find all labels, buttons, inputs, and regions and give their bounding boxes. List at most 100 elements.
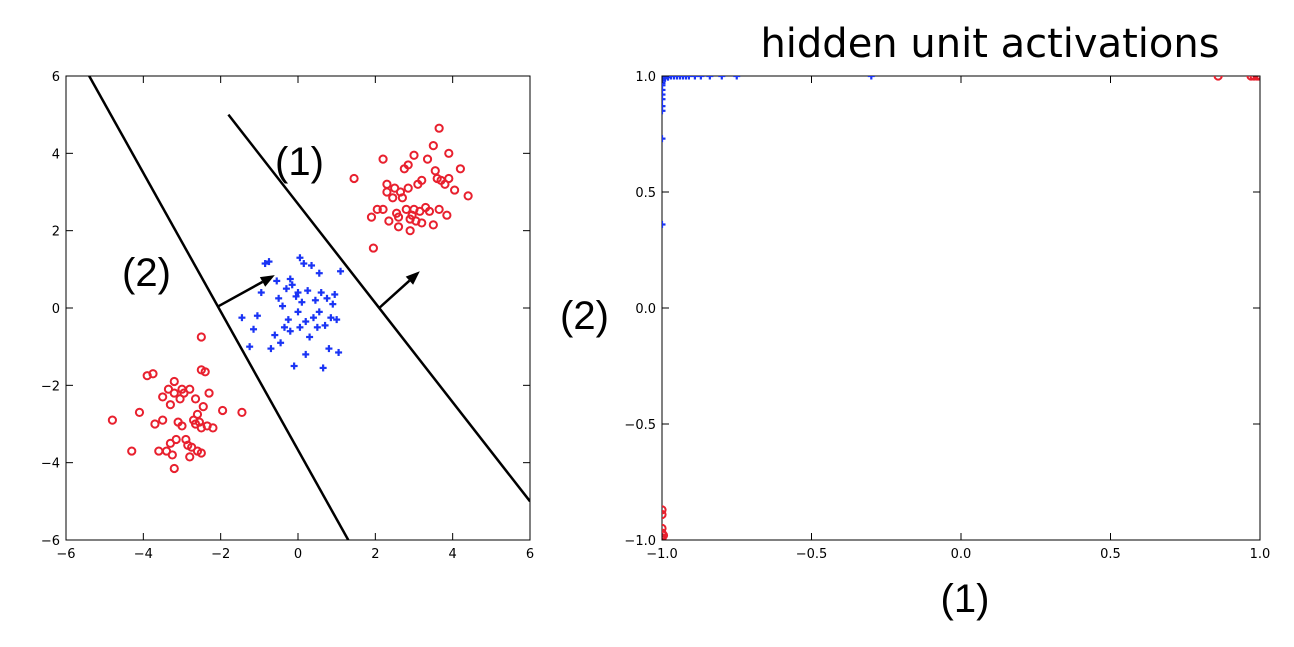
left-red-circle-point [388, 193, 398, 203]
left-blue-plus-point [284, 316, 292, 324]
right-x-axis-label: (1) [941, 577, 990, 621]
right-x-tick-label: −1.0 [646, 547, 678, 562]
left-red-circle-point [403, 183, 413, 193]
left-blue-plus-point [286, 275, 294, 283]
left-blue-plus-point [273, 277, 281, 285]
right-blue-plus-point [670, 76, 678, 80]
left-blue-plus-point [275, 294, 283, 302]
left-blue-plus-point [294, 308, 302, 316]
right-blue-plus-point [662, 79, 666, 87]
right-red-circle-point [662, 509, 667, 520]
right-blue-plus-point [733, 76, 741, 80]
left-y-tick-label: −6 [41, 534, 60, 549]
left-red-circle-point [428, 220, 438, 230]
normal-arrow-head-2 [405, 271, 420, 285]
left-red-circle-point [208, 423, 218, 433]
left-blue-plus-point [317, 289, 325, 297]
left-red-circle-point [424, 206, 435, 216]
right-blue-plus-point [662, 91, 666, 99]
left-red-circle-point [428, 141, 438, 151]
left-blue-plus-point [327, 314, 335, 322]
left-red-circle-point [417, 218, 427, 228]
right-blue-plus-point [685, 76, 693, 80]
left-red-circle-point [384, 216, 394, 226]
right-x-tick-label: 0.5 [1100, 547, 1121, 562]
right-blue-plus-point [706, 76, 714, 80]
left-blue-plus-point [319, 364, 327, 372]
left-blue-plus-point [331, 290, 339, 298]
left-red-circle-point [463, 191, 473, 201]
right-blue-plus-point [676, 76, 684, 80]
left-red-circle-point [372, 204, 382, 214]
right-y-tick-label: 0.5 [635, 186, 656, 201]
left-red-circle-point [158, 392, 168, 402]
right-chart-marks [662, 76, 1260, 540]
left-y-tick-label: 4 [52, 147, 60, 162]
left-red-circle-point [349, 173, 359, 184]
right-y-tick-label: −0.5 [624, 418, 656, 433]
right-blue-plus-point [664, 76, 672, 81]
left-red-circle-point [134, 407, 145, 417]
right-plot-area [662, 76, 1260, 540]
left-blue-plus-point [253, 312, 261, 320]
left-red-circle-point [444, 148, 454, 158]
left-red-circle-point [171, 434, 181, 445]
left-red-circle-point [397, 193, 407, 203]
left-red-circle-point [405, 226, 415, 236]
left-red-circle-point [196, 448, 206, 458]
right-blue-plus-point [662, 102, 666, 110]
left-blue-plus-point [265, 258, 273, 266]
left-red-circle-point [444, 173, 454, 184]
line-1-annotation: (1) [275, 140, 324, 184]
left-red-circle-point [177, 421, 187, 431]
left-red-circle-point [204, 388, 214, 398]
left-blue-plus-point [302, 350, 310, 358]
left-red-circle-point [169, 388, 179, 398]
left-blue-plus-point [302, 318, 310, 326]
left-blue-plus-point [296, 254, 304, 262]
left-red-circle-point [368, 243, 378, 253]
left-red-circle-point [200, 367, 210, 377]
left-blue-plus-point [313, 323, 321, 331]
left-blue-plus-point [329, 300, 337, 308]
left-blue-plus-point [300, 260, 308, 268]
line-2-annotation: (2) [122, 251, 171, 295]
right-blue-plus-point [718, 76, 726, 80]
right-chart-ticks: −1.0 −0.5 0.0 0.5 1.0 −1.0 −0.5 0.0 0.5 1.0 [624, 70, 1270, 562]
right-blue-plus-point [662, 135, 666, 143]
left-blue-plus-point [308, 261, 316, 269]
left-red-circle-point [169, 463, 179, 474]
right-red-circle-point [662, 530, 669, 540]
right-red-circle-point [1213, 76, 1223, 81]
right-x-tick-label: 0.0 [951, 547, 972, 562]
left-blue-plus-point [250, 325, 258, 333]
left-blue-plus-point [282, 285, 290, 293]
right-y-tick-label: 1.0 [635, 70, 656, 85]
left-y-tick-label: 2 [52, 225, 60, 240]
left-chart-marks [88, 76, 530, 540]
left-red-circle-point [403, 160, 413, 170]
decision-line-2 [88, 76, 350, 540]
left-x-tick-label: 2 [371, 547, 379, 562]
left-blue-plus-point [337, 267, 345, 275]
right-blue-plus-point [662, 81, 666, 89]
left-red-circle-point [417, 175, 427, 185]
left-blue-plus-point [292, 292, 300, 300]
right-blue-plus-point [662, 220, 666, 228]
left-blue-plus-point [279, 302, 287, 310]
left-red-circle-point [148, 369, 158, 379]
right-blue-plus-point [673, 76, 681, 80]
left-blue-plus-point [277, 339, 285, 347]
left-chart-ticks: −6 −4 −2 0 2 4 6 −6 −4 −2 0 2 4 6 [41, 70, 534, 562]
left-red-circle-point [165, 400, 175, 410]
left-blue-plus-point [304, 287, 312, 295]
left-blue-plus-point [288, 281, 296, 289]
left-red-circle-point [190, 394, 201, 404]
right-scatter-chart: hidden unit activations −1.0 −0.5 0.0 0.5 1.… [560, 21, 1270, 621]
left-x-tick-label: 6 [526, 547, 534, 562]
left-red-circle-point [167, 450, 177, 460]
left-red-circle-point [434, 123, 444, 133]
right-chart-title: hidden unit activations [760, 21, 1219, 67]
left-red-circle-point [169, 376, 179, 387]
